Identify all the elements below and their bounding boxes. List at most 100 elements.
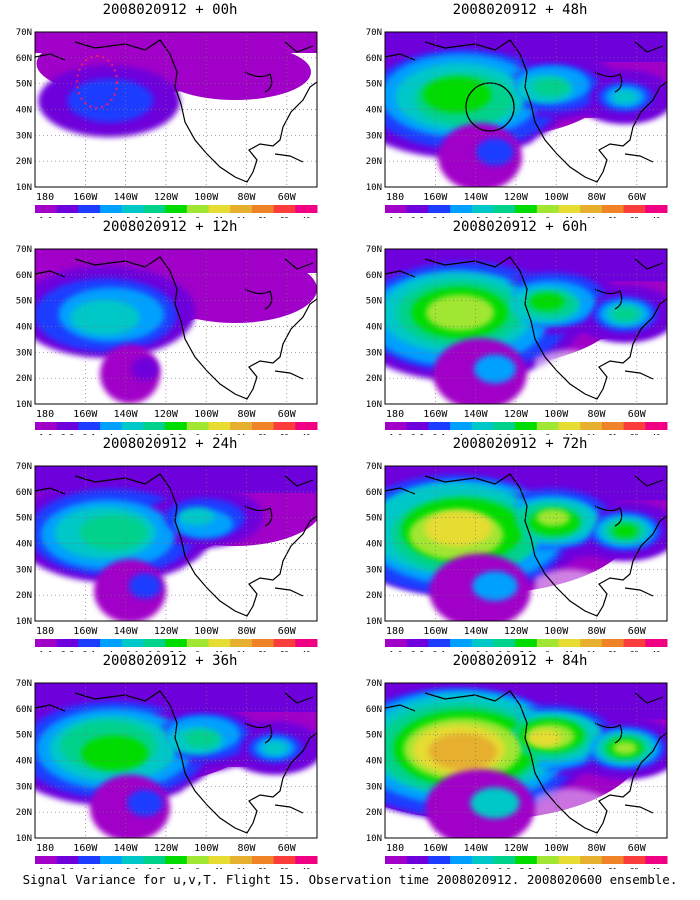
colorbar-label: 7.5 (520, 650, 533, 652)
colorbar-label: 40 (652, 433, 660, 435)
colorbar-label: 3.1 (83, 650, 96, 652)
colorbar-label: 6.3 (498, 216, 511, 218)
colorbar-label: 4 (459, 433, 463, 435)
lon-label: 100W (544, 192, 569, 203)
lat-label: 30N (16, 565, 32, 575)
lat-label: 10N (366, 400, 382, 410)
colorbar-label: 3.1 (433, 650, 446, 652)
colorbar-label: 2.2 (61, 867, 74, 869)
variance-map: 70N 60N 50N 40N 30N 20N 10N 180 160W 140W 120W 100W… (366, 679, 668, 869)
lat-label: 10N (366, 617, 382, 627)
colorbar-label: 4 (459, 216, 463, 218)
coastline (35, 473, 317, 617)
colorbar-swatch (295, 856, 318, 864)
colorbar-swatch (251, 856, 275, 864)
colorbar-label: 5.1 (476, 216, 489, 218)
lon-label: 180 (386, 192, 404, 203)
variance-field (35, 32, 317, 187)
panel-title: 2008020912 + 84h (452, 653, 588, 669)
colorbar-swatch (208, 205, 231, 213)
colorbar-swatch (515, 639, 538, 647)
panel-title: 2008020912 + 00h (102, 2, 238, 18)
colorbar-label: 11 (215, 650, 223, 652)
lon-label: 180 (386, 409, 404, 420)
variance-map: 70N 60N 50N 40N 30N 20N 10N 180 160W 140W 120W 100W… (366, 28, 668, 218)
lat-label: 30N (16, 348, 32, 358)
panel-title: 2008020912 + 36h (102, 653, 238, 669)
lat-label: 60N (16, 54, 32, 64)
map-panel: 2008020912 + 12h 70N 60N 50N 40N 30N 20N 10N 180… (0, 217, 340, 435)
colorbar-label: 4 (459, 867, 463, 869)
colorbar-swatch (515, 422, 538, 430)
lat-label: 30N (366, 782, 382, 792)
colorbar-label: 6.3 (148, 216, 161, 218)
variance-map: 70N 60N 50N 40N 30N 20N 10N 180 160W 140W 120W 100W… (366, 245, 668, 435)
colorbar-swatch (100, 639, 123, 647)
colorbar-swatch (121, 856, 144, 864)
colorbar-swatch (558, 205, 581, 213)
colorbar-label: 21 (259, 867, 267, 869)
colorbar-swatch (515, 856, 538, 864)
colorbar-label: 6.3 (148, 650, 161, 652)
verification-region-circle (465, 82, 515, 132)
colorbar-label: 7.5 (170, 216, 183, 218)
colorbar-label: 40 (302, 216, 310, 218)
lon-label: 140W (464, 843, 489, 854)
colorbar-label: 14 (587, 867, 595, 869)
lat-label: 70N (16, 462, 32, 472)
colorbar-label: 3.1 (83, 867, 96, 869)
colorbar-swatch (208, 422, 231, 430)
colorbar-swatch (121, 639, 144, 647)
colorbar-swatch (165, 422, 188, 430)
colorbar-label: 3.1 (433, 216, 446, 218)
lat-label: 70N (366, 462, 382, 472)
colorbar-swatch (471, 205, 494, 213)
map-panel: 2008020912 + 60h 70N 60N 50N 40N 30N 20N 10N 180… (350, 217, 690, 435)
lon-label: 80W (587, 626, 606, 637)
lon-label: 80W (587, 843, 606, 854)
colorbar-label: 4 (109, 216, 113, 218)
lat-label: 60N (16, 705, 32, 715)
colorbar-swatch (471, 422, 494, 430)
colorbar-label: 2.2 (61, 650, 74, 652)
colorbar-swatch (645, 422, 668, 430)
lon-label: 160W (73, 409, 98, 420)
colorbar-swatch (580, 205, 603, 213)
colorbar-label: 21 (259, 433, 267, 435)
colorbar-swatch (35, 205, 58, 213)
colorbar-swatch (100, 205, 123, 213)
colorbar-label: 29 (280, 433, 288, 435)
lon-label: 180 (36, 843, 54, 854)
colorbar-swatch (143, 856, 166, 864)
colorbar-label: 3.1 (83, 433, 96, 435)
lon-label: 120W (154, 192, 179, 203)
colorbar-label: 29 (280, 650, 288, 652)
colorbar-swatch (121, 422, 144, 430)
colorbar-label: 7.5 (520, 867, 533, 869)
lat-label: 20N (366, 374, 382, 384)
colorbar-label: 6.3 (148, 433, 161, 435)
lon-label: 60W (278, 843, 297, 854)
lon-label: 140W (464, 192, 489, 203)
variance-map: 70N 60N 50N 40N 30N 20N 10N 180 160W 140W 120W 100W… (16, 679, 318, 869)
colorbar-label: 11 (565, 867, 573, 869)
lat-label: 60N (16, 271, 32, 281)
colorbar-swatch (558, 422, 581, 430)
lon-label: 140W (114, 192, 139, 203)
colorbar-swatch (186, 856, 210, 864)
lon-label: 160W (423, 626, 448, 637)
colorbar-label: 1.6 (390, 433, 403, 435)
colorbar-label: 29 (630, 650, 638, 652)
colorbar-swatch (165, 856, 188, 864)
variance-map: 70N 60N 50N 40N 30N 20N 10N 180 160W 140W 120W 100W… (366, 462, 668, 652)
lat-label: 70N (366, 679, 382, 689)
lat-label: 10N (16, 400, 32, 410)
lon-label: 80W (587, 192, 606, 203)
colorbar-label: 11 (565, 216, 573, 218)
colorbar-label: 14 (237, 867, 245, 869)
colorbar-label: 9 (546, 867, 550, 869)
colorbar-swatch (35, 639, 58, 647)
colorbar-swatch (428, 205, 451, 213)
colorbar-swatch (78, 639, 101, 647)
colorbar-label: 5.1 (126, 216, 139, 218)
